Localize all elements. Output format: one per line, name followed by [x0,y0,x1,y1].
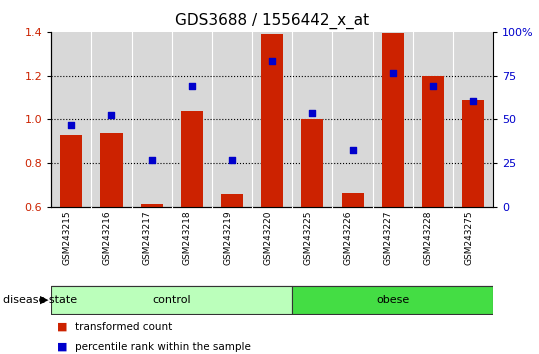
Text: GSM243228: GSM243228 [424,211,433,265]
Text: GSM243225: GSM243225 [303,211,313,265]
Title: GDS3688 / 1556442_x_at: GDS3688 / 1556442_x_at [175,13,369,29]
Bar [292,286,493,314]
Text: ■: ■ [57,322,67,332]
Point [147,157,156,163]
Bar [342,193,364,207]
Text: GSM243227: GSM243227 [384,211,393,265]
Bar [462,100,484,207]
Text: GSM243216: GSM243216 [102,211,112,266]
Text: GSM243220: GSM243220 [263,211,272,265]
Bar [221,194,243,207]
Text: GSM243215: GSM243215 [63,211,71,266]
Bar [60,135,82,207]
Text: GSM243219: GSM243219 [223,211,232,266]
Point [67,122,75,128]
Text: control: control [153,295,191,305]
Bar [382,33,404,207]
Point [429,83,437,88]
Bar [100,133,122,207]
Text: ■: ■ [57,342,67,352]
Text: GSM243218: GSM243218 [183,211,192,266]
Text: obese: obese [376,295,409,305]
Point [268,59,277,64]
Bar [261,34,284,207]
Bar [141,204,163,207]
Text: disease state: disease state [3,295,77,305]
Text: GSM243275: GSM243275 [464,211,473,266]
Text: percentile rank within the sample: percentile rank within the sample [75,342,251,352]
Point [308,110,317,116]
Point [107,112,116,118]
Point [389,71,397,76]
Text: GSM243226: GSM243226 [343,211,353,265]
Text: GSM243217: GSM243217 [143,211,151,266]
Text: transformed count: transformed count [75,322,172,332]
Point [188,83,196,88]
Point [227,157,236,163]
Bar [422,76,444,207]
Bar [301,119,323,207]
Point [348,147,357,153]
Bar [51,286,292,314]
Text: ▶: ▶ [40,295,49,305]
Point [469,98,478,104]
Bar [181,111,203,207]
